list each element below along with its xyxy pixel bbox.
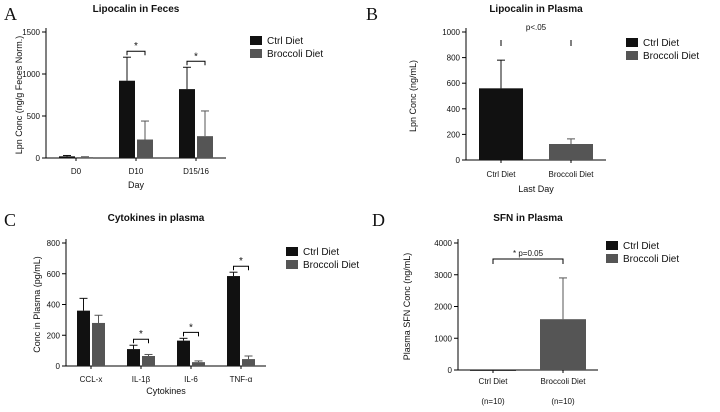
y-tick-label: 200 — [447, 130, 461, 139]
bar — [77, 157, 93, 159]
bar — [470, 369, 516, 371]
y-tick-label: 200 — [47, 331, 61, 340]
legend-swatch — [286, 247, 298, 256]
panel-label: D — [372, 210, 385, 230]
significance-label: * — [134, 41, 138, 52]
y-tick-label: 400 — [47, 301, 61, 310]
bar — [197, 136, 213, 158]
y-tick-label: 1500 — [22, 28, 40, 37]
legend-label: Broccoli Diet — [623, 254, 679, 265]
bar — [77, 310, 90, 366]
y-tick-label: 400 — [447, 105, 461, 114]
bar — [227, 276, 240, 366]
bar — [549, 144, 593, 160]
panel-label: A — [4, 4, 17, 24]
y-tick-label: 1000 — [442, 28, 460, 37]
y-tick-label: 500 — [27, 112, 41, 121]
legend-label: Ctrl Diet — [267, 36, 303, 47]
legend-swatch — [606, 254, 618, 263]
y-axis-label: Lpn Conc (ng/g Feces Norm.) — [14, 36, 24, 155]
significance-bracket — [133, 338, 149, 344]
legend-label: Ctrl Diet — [623, 241, 659, 252]
x-axis-label: Last Day — [518, 184, 554, 194]
bar — [540, 319, 586, 370]
y-axis-label: Lpn Conc (ng/mL) — [408, 60, 418, 132]
significance-bracket — [126, 50, 146, 56]
bar — [59, 156, 75, 158]
x-tick-label: IL-6 — [184, 375, 198, 384]
chart-title: Lipocalin in Plasma — [489, 4, 583, 15]
chart-title: Lipocalin in Feces — [93, 4, 180, 15]
bar — [479, 88, 523, 160]
x-tick-label: D10 — [129, 167, 144, 176]
sample-size-label: (n=10) — [551, 397, 575, 406]
y-tick-label: 1000 — [22, 70, 40, 79]
panel-label: C — [4, 210, 16, 230]
legend-label: Ctrl Diet — [643, 38, 679, 49]
legend-label: Broccoli Diet — [267, 49, 323, 60]
legend-swatch — [606, 241, 618, 250]
significance-label: * p=0.05 — [513, 249, 544, 258]
significance-bracket — [492, 258, 564, 264]
significance-bracket — [183, 331, 199, 337]
chart-title: Cytokines in plasma — [108, 213, 205, 224]
bar — [242, 359, 255, 366]
y-tick-label: 800 — [447, 54, 461, 63]
legend-swatch — [250, 49, 262, 58]
legend-swatch — [286, 260, 298, 269]
y-tick-label: 2000 — [434, 303, 452, 312]
panel-label: B — [366, 4, 378, 24]
legend-label: Ctrl Diet — [303, 247, 339, 258]
legend-label: Broccoli Diet — [303, 260, 359, 271]
bar — [192, 362, 205, 366]
bar — [142, 356, 155, 366]
bar — [92, 322, 105, 366]
x-tick-label: Broccoli Diet — [549, 170, 595, 179]
y-tick-label: 600 — [447, 79, 461, 88]
x-tick-label: IL-1β — [132, 375, 151, 384]
legend-label: Broccoli Diet — [643, 51, 699, 62]
legend-swatch — [250, 36, 262, 45]
bar — [137, 139, 153, 158]
y-tick-label: 0 — [36, 154, 41, 163]
y-axis-label: Conc in Plasma (pg/mL) — [32, 256, 42, 353]
y-tick-label: 0 — [56, 362, 61, 371]
bar — [177, 340, 190, 366]
significance-label: * — [239, 256, 243, 267]
x-tick-label: TNF-α — [230, 375, 253, 384]
y-tick-label: 600 — [47, 270, 61, 279]
y-axis-label: Plasma SFN Conc (ng/mL) — [402, 253, 412, 361]
x-tick-label: D15/16 — [183, 167, 209, 176]
y-tick-label: 0 — [456, 156, 461, 165]
x-axis-label: Cytokines — [146, 386, 186, 396]
x-axis-label: Day — [128, 180, 145, 190]
y-tick-label: 0 — [448, 366, 453, 375]
x-tick-label: CCL-x — [80, 375, 103, 384]
significance-label: p<.05 — [526, 23, 547, 32]
y-tick-label: 800 — [47, 239, 61, 248]
legend-swatch — [626, 51, 638, 60]
y-tick-label: 3000 — [434, 271, 452, 280]
x-tick-label: Ctrl Diet — [479, 377, 509, 386]
significance-bracket — [233, 265, 249, 271]
y-tick-label: 4000 — [434, 239, 452, 248]
x-tick-label: D0 — [71, 167, 82, 176]
x-tick-label: Ctrl Diet — [487, 170, 517, 179]
bar — [119, 80, 135, 158]
significance-label: * — [139, 329, 143, 340]
bar — [179, 89, 195, 158]
y-tick-label: 1000 — [434, 334, 452, 343]
significance-bracket — [186, 60, 206, 66]
significance-label: * — [189, 322, 193, 333]
sample-size-label: (n=10) — [481, 397, 505, 406]
x-tick-label: Broccoli Diet — [541, 377, 587, 386]
significance-label: * — [194, 51, 198, 62]
chart-title: SFN in Plasma — [493, 213, 563, 224]
legend-swatch — [626, 38, 638, 47]
bar — [127, 349, 140, 366]
